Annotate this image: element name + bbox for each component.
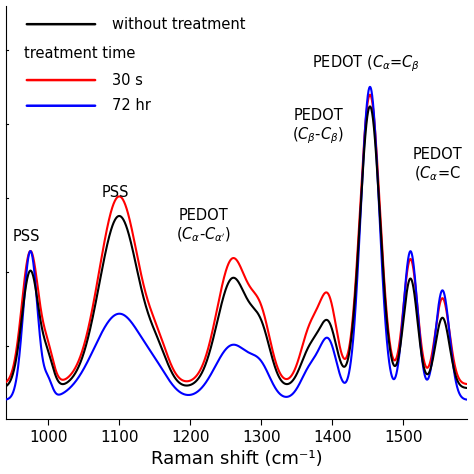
Text: PEDOT
($C_{\alpha}$-$C_{\alpha'}$): PEDOT ($C_{\alpha}$-$C_{\alpha'}$) — [175, 208, 230, 244]
Text: 30 s: 30 s — [112, 73, 143, 88]
Text: PEDOT
($C_{\alpha}$=C: PEDOT ($C_{\alpha}$=C — [412, 147, 462, 183]
Text: PEDOT ($C_{\alpha}$=$C_{\beta}$: PEDOT ($C_{\alpha}$=$C_{\beta}$ — [311, 54, 420, 74]
Text: without treatment: without treatment — [112, 17, 245, 32]
Text: PSS: PSS — [13, 229, 41, 244]
Text: treatment time: treatment time — [24, 46, 136, 61]
Text: PEDOT
($C_{\beta}$-$C_{\beta}$): PEDOT ($C_{\beta}$-$C_{\beta}$) — [292, 108, 344, 146]
Text: PSS: PSS — [102, 184, 129, 200]
X-axis label: Raman shift (cm⁻¹): Raman shift (cm⁻¹) — [151, 450, 322, 468]
Text: 72 hr: 72 hr — [112, 98, 151, 113]
